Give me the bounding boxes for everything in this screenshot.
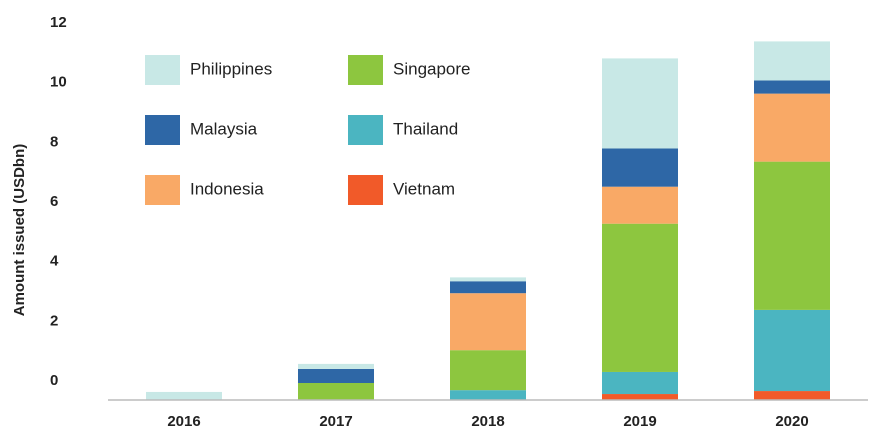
bar-segment (754, 80, 830, 94)
bar-segment (298, 382, 374, 400)
x-tick-label: 2020 (775, 413, 808, 430)
legend-swatch (348, 55, 383, 85)
y-tick-label: 0 (50, 372, 58, 389)
legend-label: Malaysia (190, 119, 258, 138)
bar-segment (450, 277, 526, 282)
x-tick-label: 2016 (167, 413, 200, 430)
legend-swatch (348, 175, 383, 205)
bar-segment (754, 93, 830, 162)
bar-segment (754, 41, 830, 81)
bar-segment (602, 148, 678, 187)
bar-segment (298, 368, 374, 383)
y-tick-label: 10 (50, 74, 67, 91)
y-tick-label: 2 (50, 312, 58, 329)
legend-label: Philippines (190, 59, 272, 78)
bar-segment (754, 161, 830, 310)
bar-segment (450, 281, 526, 294)
legend-swatch (348, 115, 383, 145)
legend-label: Thailand (393, 119, 458, 138)
y-tick-label: 8 (50, 133, 58, 150)
y-tick-label: 12 (50, 14, 67, 31)
y-tick-label: 6 (50, 193, 58, 210)
bar-segment (602, 394, 678, 400)
bar-segment (146, 391, 222, 400)
bar-segment (602, 223, 678, 372)
bar-segment (450, 293, 526, 351)
legend-label: Vietnam (393, 179, 455, 198)
y-axis-title: Amount issued (USDbn) (11, 144, 28, 317)
legend-swatch (145, 175, 180, 205)
bar-segment (754, 391, 830, 400)
legend-swatch (145, 115, 180, 145)
x-tick-label: 2019 (623, 413, 656, 430)
x-tick-label: 2018 (471, 413, 504, 430)
x-tick-label: 2017 (319, 413, 352, 430)
bar-segment (298, 363, 374, 369)
y-tick-label: 4 (50, 253, 59, 270)
bar-segment (602, 58, 678, 149)
bar-segment (602, 186, 678, 224)
bar-segment (754, 309, 830, 392)
legend-label: Indonesia (190, 179, 264, 198)
legend-swatch (145, 55, 180, 85)
bar-segment (450, 390, 526, 400)
bar-segment (450, 350, 526, 391)
legend-label: Singapore (393, 59, 471, 78)
bar-segment (602, 371, 678, 395)
